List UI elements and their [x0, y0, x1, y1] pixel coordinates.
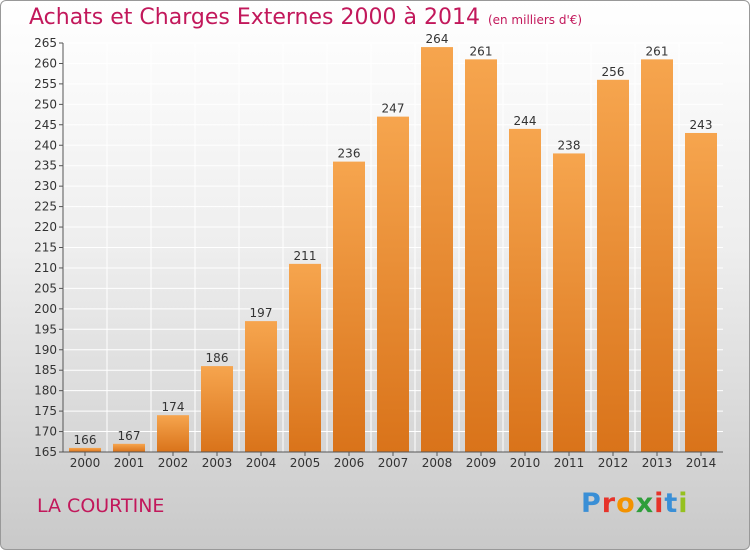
bar [157, 415, 189, 452]
logo-letter: i [678, 488, 689, 519]
bar [201, 366, 233, 452]
y-tick-label: 245 [34, 118, 57, 132]
y-tick-label: 205 [34, 281, 57, 295]
bar [597, 79, 629, 452]
logo-letter: P [581, 488, 602, 519]
bar [69, 447, 101, 452]
y-tick-label: 180 [34, 384, 57, 398]
bar-value-label: 167 [118, 429, 141, 443]
x-tick-label: 2007 [378, 456, 409, 470]
bar-value-label: 243 [690, 118, 713, 132]
y-tick-label: 235 [34, 159, 57, 173]
proxiti-logo: Proxiti [581, 488, 689, 519]
bar [685, 132, 717, 453]
bar-value-label: 174 [162, 400, 185, 414]
bar-value-label: 186 [206, 351, 229, 365]
chart-title-text: Achats et Charges Externes 2000 à 2014 [29, 5, 480, 30]
bar-value-label: 238 [558, 138, 581, 152]
y-tick-label: 170 [34, 425, 57, 439]
y-tick-label: 260 [34, 56, 57, 70]
bar [509, 128, 541, 452]
y-tick-label: 200 [34, 302, 57, 316]
bar-value-label: 197 [250, 306, 273, 320]
y-tick-label: 220 [34, 220, 57, 234]
chart-title: Achats et Charges Externes 2000 à 2014 (e… [29, 5, 582, 30]
logo-letter: r [601, 488, 617, 519]
y-tick-label: 165 [34, 445, 57, 459]
x-tick-label: 2004 [246, 456, 277, 470]
bar [333, 161, 365, 453]
logo-letter: x [635, 488, 655, 519]
y-tick-label: 215 [34, 241, 57, 255]
y-tick-label: 225 [34, 200, 57, 214]
y-tick-label: 265 [34, 36, 57, 50]
x-tick-label: 2001 [114, 456, 145, 470]
y-tick-label: 230 [34, 179, 57, 193]
x-tick-label: 2012 [598, 456, 629, 470]
bar-value-label: 261 [470, 44, 493, 58]
axes: 165 170 175 180 185 190 195 200 205 210 215 220 225 2… [34, 36, 723, 470]
logo-letter: t [664, 488, 679, 519]
x-tick-label: 2006 [334, 456, 365, 470]
bar [465, 59, 497, 453]
bar [289, 263, 321, 452]
x-tick-label: 2008 [422, 456, 453, 470]
y-tick-label: 195 [34, 322, 57, 336]
y-tick-label: 175 [34, 404, 57, 418]
bar-value-label: 261 [646, 44, 669, 58]
y-tick-label: 250 [34, 97, 57, 111]
x-tick-label: 2002 [158, 456, 189, 470]
y-tick-label: 210 [34, 261, 57, 275]
y-tick-label: 190 [34, 343, 57, 357]
bar-value-label: 264 [426, 32, 449, 46]
chart-subtitle: (en milliers d'€) [487, 13, 583, 27]
x-tick-label: 2010 [510, 456, 541, 470]
bar-value-label: 247 [382, 102, 405, 116]
x-tick-label: 2005 [290, 456, 321, 470]
bar-value-label: 211 [294, 249, 317, 263]
y-tick-label: 240 [34, 138, 57, 152]
logo-letter: o [616, 488, 636, 519]
x-tick-label: 2013 [642, 456, 673, 470]
location-name: LA COURTINE [37, 495, 165, 517]
bar-value-label: 256 [602, 65, 625, 79]
x-tick-label: 2000 [70, 456, 101, 470]
y-tick-label: 185 [34, 363, 57, 377]
x-tick-label: 2011 [554, 456, 585, 470]
y-tick-label: 255 [34, 77, 57, 91]
bars: 166 167 174 186 197 211 236 247 264 261 244 238 256 2… [69, 32, 717, 453]
bar [245, 321, 277, 452]
x-tick-label: 2009 [466, 456, 497, 470]
bar [377, 116, 409, 453]
bar-value-label: 244 [514, 114, 537, 128]
bar [553, 153, 585, 452]
x-tick-label: 2014 [686, 456, 717, 470]
bar-value-label: 166 [74, 433, 97, 447]
bar [421, 47, 453, 453]
x-tick-label: 2003 [202, 456, 233, 470]
bar [641, 59, 673, 453]
logo-letter: i [654, 488, 665, 519]
bar-value-label: 236 [338, 147, 361, 161]
bar [113, 443, 145, 452]
